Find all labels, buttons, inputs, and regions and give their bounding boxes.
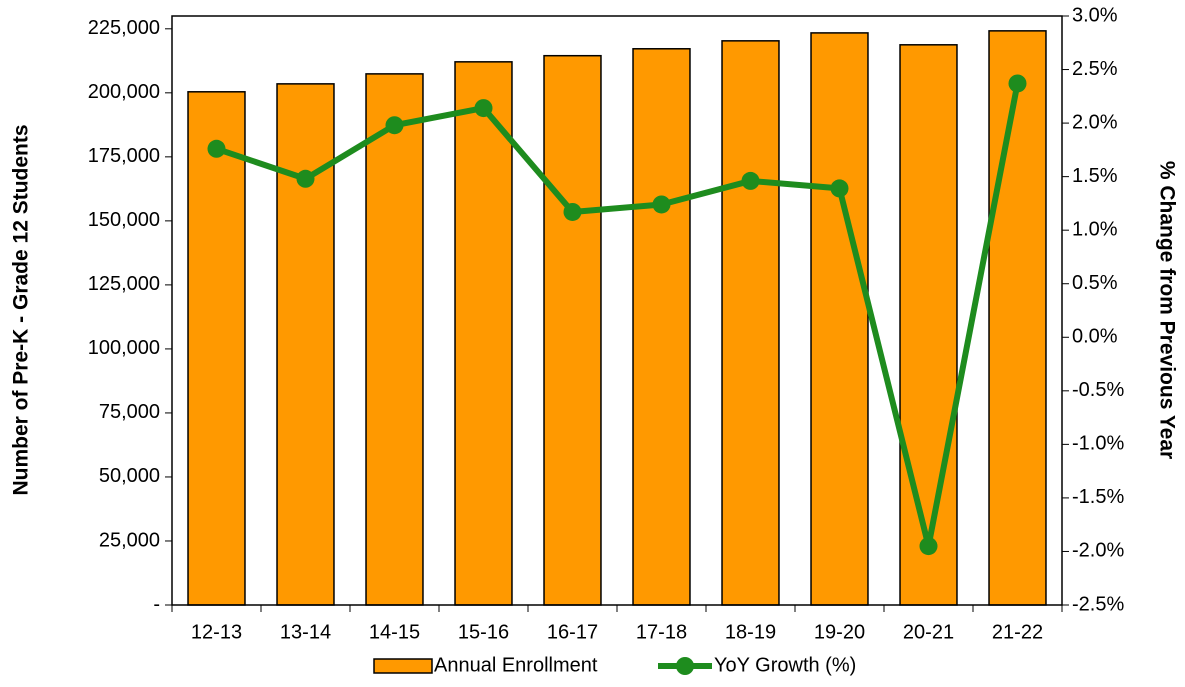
line-marker [919,537,938,556]
line-marker [563,202,582,221]
y2-tick-label: 2.5% [1072,58,1118,80]
legend-swatch [373,658,433,674]
x-tick-label: 15-16 [458,621,509,643]
x-tick-label: 20-21 [903,621,954,643]
legend-label: Annual Enrollment [434,654,598,676]
line-marker [830,179,849,198]
plot-frame [171,15,1063,606]
y-tick-label: 75,000 [99,401,160,423]
y-tick-label: 100,000 [88,337,160,359]
x-tick-label: 18-19 [725,621,776,643]
bar [988,30,1047,606]
y2-axis-title: % Change from Previous Year [1155,161,1178,459]
y2-tick-label: 2.0% [1072,111,1118,133]
line-marker [296,169,315,188]
y2-tick-label: 3.0% [1072,4,1118,26]
line [215,82,1021,550]
y-tick-label: 25,000 [99,529,160,551]
x-tick-label: 17-18 [636,621,687,643]
line-marker [652,195,671,214]
y2-tick-label: 1.5% [1072,165,1118,187]
bar [899,44,958,606]
line-marker [474,99,493,118]
legend-marker [676,657,694,675]
y2-tick-label: -1.5% [1072,486,1124,508]
bar [543,54,602,606]
y-tick-label: 175,000 [88,145,160,167]
y2-tick-label: 1.0% [1072,218,1118,240]
y2-tick-label: -0.5% [1072,379,1124,401]
x-tick-label: 14-15 [369,621,420,643]
y2-tick-label: -2.5% [1072,593,1124,615]
x-tick-label: 13-14 [280,621,331,643]
bar [810,32,869,606]
bar [721,40,780,606]
y-tick-label: - [153,593,160,615]
y2-tick-label: 0.0% [1072,326,1118,348]
y-tick-label: 150,000 [88,209,160,231]
line-marker [741,171,760,190]
y-tick-label: 200,000 [88,81,160,103]
bar [276,83,335,606]
bar [187,91,246,606]
bar [632,48,691,606]
y2-tick-label: -1.0% [1072,433,1124,455]
x-tick-label: 16-17 [547,621,598,643]
x-tick-label: 21-22 [992,621,1043,643]
line-marker [207,139,226,158]
x-tick-label: 19-20 [814,621,865,643]
bar [365,73,424,606]
y2-tick-label: 0.5% [1072,272,1118,294]
line-marker [1008,74,1027,93]
y-tick-label: 225,000 [88,17,160,39]
y-tick-label: 50,000 [99,465,160,487]
y-axis-title: Number of Pre-K - Grade 12 Students [10,124,33,495]
y2-tick-label: -2.0% [1072,540,1124,562]
x-tick-label: 12-13 [191,621,242,643]
bar [454,61,513,606]
legend-label: YoY Growth (%) [714,654,856,676]
y-tick-label: 125,000 [88,273,160,295]
line-marker [385,116,404,135]
